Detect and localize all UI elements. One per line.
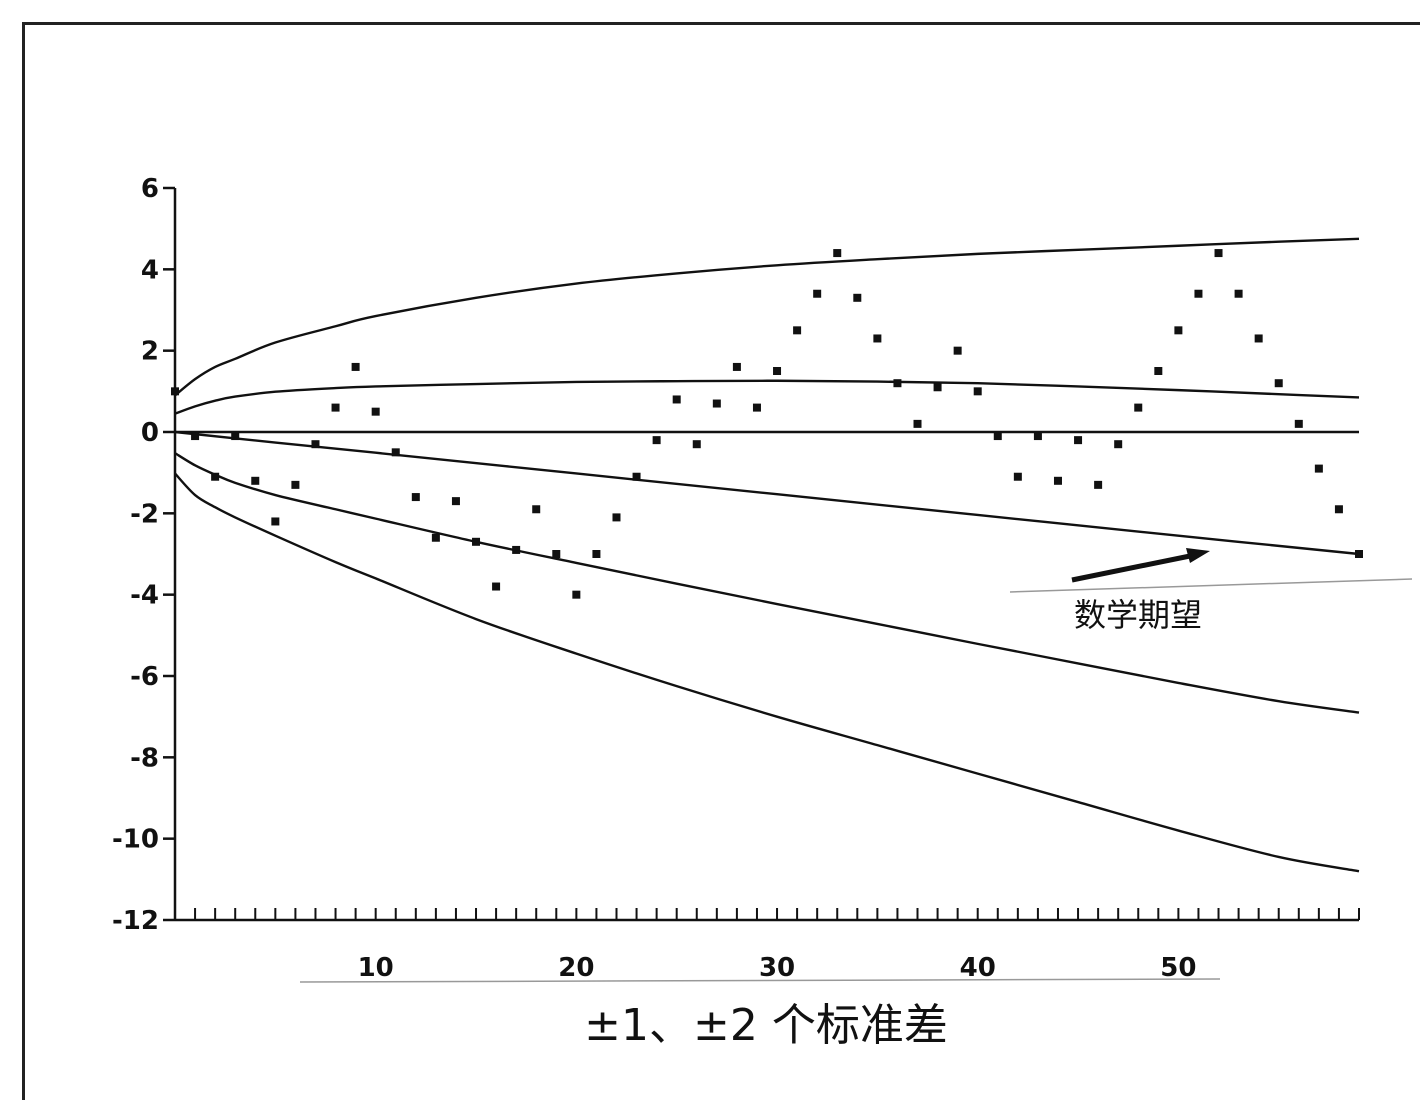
data-point [492, 582, 501, 591]
data-point [171, 387, 179, 396]
figure-frame [22, 22, 1420, 1100]
y-tick-label: 4 [141, 255, 159, 285]
data-point [612, 513, 621, 522]
points-layer [171, 249, 1363, 599]
y-tick-label: -12 [112, 906, 159, 936]
x-axis-caption: ±1、±2 个标准差 [584, 1000, 948, 1051]
data-point [191, 432, 200, 441]
data-point [1234, 289, 1243, 298]
data-point [552, 550, 561, 558]
data-point [311, 440, 320, 449]
data-point [251, 476, 260, 485]
y-tick-label: -6 [130, 662, 159, 692]
data-point [712, 399, 721, 408]
x-tick-label: 20 [558, 953, 594, 983]
data-point [592, 550, 601, 558]
data-point [472, 537, 481, 546]
curve-line [174, 452, 1360, 714]
data-point [1334, 505, 1343, 514]
data-point [853, 293, 862, 302]
data-point [1094, 480, 1103, 489]
data-point [572, 590, 581, 599]
data-point [532, 505, 541, 514]
data-point [913, 419, 922, 428]
data-point [813, 289, 822, 298]
annotation-rule [1009, 578, 1413, 593]
data-point [672, 395, 681, 404]
data-point [873, 334, 882, 343]
data-point [1214, 249, 1223, 258]
y-tick-label: 2 [141, 337, 159, 367]
annotation-layer: 数学期望 [1009, 548, 1413, 634]
data-point [752, 403, 761, 412]
data-point [371, 407, 380, 416]
data-point [1114, 440, 1123, 449]
data-point [1355, 550, 1363, 558]
y-tick-label: -4 [130, 581, 159, 611]
y-tick-label: 6 [141, 174, 159, 204]
data-point [1294, 419, 1303, 428]
data-point [652, 436, 661, 445]
data-point [1274, 379, 1283, 388]
y-tick-label: -10 [112, 825, 159, 855]
curve-line [174, 472, 1360, 873]
x-tick-label: 40 [960, 953, 996, 983]
x-tick-label: 30 [759, 953, 795, 983]
data-point [411, 493, 420, 502]
y-tick-label: -8 [130, 743, 159, 773]
data-point [953, 346, 962, 355]
data-point [793, 326, 802, 335]
caption-layer: ±1、±2 个标准差 [299, 978, 1221, 1051]
data-point [632, 472, 641, 481]
data-point [1174, 326, 1183, 335]
data-point [933, 383, 942, 392]
data-point [1074, 436, 1083, 445]
data-point [451, 497, 460, 506]
data-point [732, 362, 741, 371]
y-tick-label: -2 [130, 499, 159, 529]
data-point [1314, 464, 1323, 473]
x-tick-label: 10 [358, 953, 394, 983]
data-point [893, 379, 902, 388]
curve-line [174, 430, 1360, 556]
axes-layer [173, 188, 1359, 922]
data-point [1013, 472, 1022, 481]
data-point [291, 480, 300, 489]
data-point [773, 367, 782, 375]
data-point [1053, 476, 1062, 485]
curve-line [174, 379, 1360, 415]
data-point [692, 440, 701, 449]
x-tick-label: 50 [1160, 953, 1196, 983]
curve-line [174, 237, 1360, 397]
data-point [1134, 403, 1143, 412]
data-point [271, 517, 280, 526]
data-point [973, 387, 982, 396]
data-point [512, 545, 521, 554]
data-point [1154, 367, 1163, 375]
curves-layer [174, 237, 1360, 873]
data-point [1194, 289, 1203, 298]
data-point [833, 249, 842, 258]
data-point [1254, 334, 1263, 343]
y-tick-label: 0 [141, 418, 159, 448]
data-point [993, 432, 1002, 441]
data-point [1033, 432, 1042, 441]
data-point [431, 533, 440, 542]
caption-rule [299, 978, 1221, 983]
annotation-arrow [1071, 553, 1191, 583]
data-point [331, 403, 340, 412]
data-point [391, 448, 400, 457]
data-point [351, 362, 360, 371]
data-point [231, 432, 240, 441]
data-point [211, 472, 220, 481]
annotation-text: 数学期望 [1074, 596, 1202, 634]
annotation-arrowhead [1186, 548, 1210, 563]
